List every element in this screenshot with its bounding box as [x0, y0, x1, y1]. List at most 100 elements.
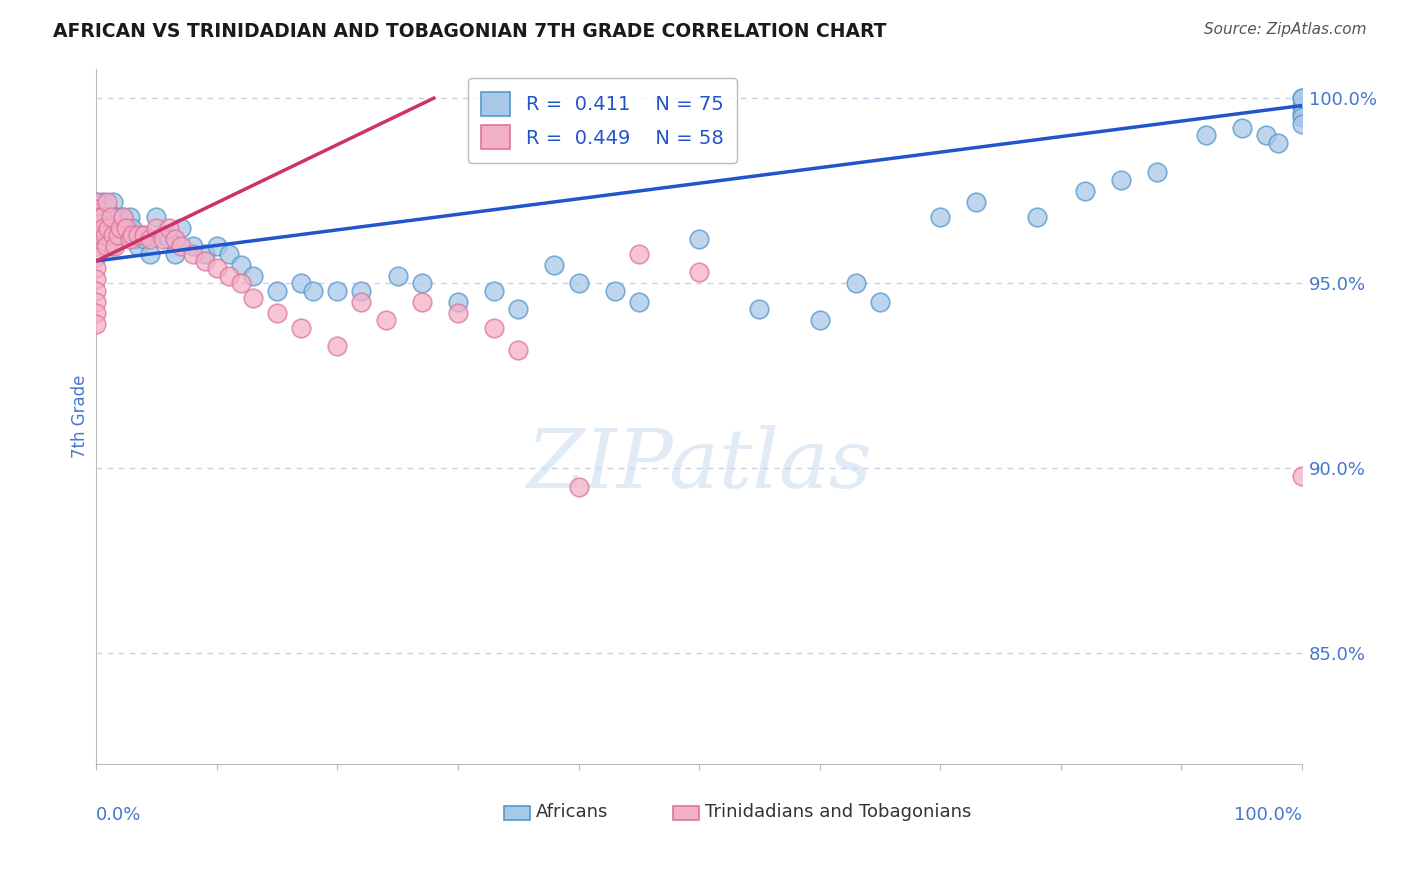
Point: [688, 265, 710, 279]
Point: [411, 294, 433, 309]
Point: [84, 206, 107, 220]
Point: [124, 232, 146, 246]
Point: [90, 210, 112, 224]
Point: [152, 232, 174, 246]
Point: [105, 210, 128, 224]
Point: [101, 228, 124, 243]
Point: [326, 339, 349, 353]
Point: [482, 284, 505, 298]
Point: [93, 228, 115, 243]
Point: [111, 210, 134, 224]
Point: [1267, 136, 1289, 150]
Point: [508, 301, 530, 316]
Point: [1291, 117, 1313, 131]
Point: [242, 291, 264, 305]
Point: [127, 228, 149, 243]
Text: 0.0%: 0.0%: [96, 806, 142, 824]
Point: [98, 217, 121, 231]
Point: [118, 232, 141, 246]
Point: [290, 276, 312, 290]
Point: [627, 246, 650, 260]
Point: [374, 313, 396, 327]
Point: [134, 228, 156, 243]
Point: [181, 239, 204, 253]
Point: [100, 210, 122, 224]
Point: [121, 228, 143, 243]
Point: [447, 306, 470, 320]
Point: [96, 194, 118, 209]
Point: [205, 239, 228, 253]
Point: [100, 228, 122, 243]
Point: [1109, 172, 1132, 186]
Point: [84, 250, 107, 264]
Text: Source: ZipAtlas.com: Source: ZipAtlas.com: [1204, 22, 1367, 37]
Point: [97, 210, 120, 224]
Point: [94, 239, 117, 253]
Point: [107, 228, 129, 243]
Point: [84, 284, 107, 298]
Point: [115, 220, 138, 235]
Point: [84, 239, 107, 253]
Point: [387, 268, 409, 283]
Point: [1074, 184, 1097, 198]
Point: [627, 294, 650, 309]
Point: [87, 202, 110, 216]
Point: [89, 217, 111, 231]
Point: [110, 220, 132, 235]
Text: Africans: Africans: [536, 803, 609, 821]
Point: [84, 210, 107, 224]
Point: [163, 246, 186, 260]
Point: [96, 202, 118, 216]
Point: [218, 268, 240, 283]
Point: [218, 246, 240, 260]
Point: [104, 220, 127, 235]
Point: [157, 220, 180, 235]
Point: [84, 217, 107, 231]
Point: [145, 220, 167, 235]
Point: [169, 220, 191, 235]
Point: [84, 228, 107, 243]
Point: [84, 194, 107, 209]
Y-axis label: 7th Grade: 7th Grade: [72, 375, 89, 458]
Point: [163, 232, 186, 246]
Point: [121, 220, 143, 235]
Point: [1194, 128, 1216, 142]
Point: [91, 210, 114, 224]
Point: [302, 284, 325, 298]
Point: [93, 220, 115, 235]
Point: [350, 284, 373, 298]
Point: [84, 272, 107, 286]
Point: [1025, 210, 1047, 224]
Point: [1291, 98, 1313, 112]
Point: [101, 239, 124, 253]
Point: [107, 228, 129, 243]
Point: [84, 306, 107, 320]
Point: [447, 294, 470, 309]
Point: [139, 232, 162, 246]
Text: 100.0%: 100.0%: [1234, 806, 1302, 824]
Point: [194, 246, 217, 260]
Point: [84, 194, 107, 209]
Point: [115, 220, 138, 235]
Point: [84, 294, 107, 309]
Point: [110, 220, 132, 235]
Point: [808, 313, 831, 327]
Point: [118, 210, 141, 224]
Point: [603, 284, 626, 298]
Point: [145, 210, 167, 224]
Point: [169, 239, 191, 253]
Point: [229, 258, 252, 272]
Point: [869, 294, 891, 309]
Point: [1291, 91, 1313, 105]
Point: [94, 228, 117, 243]
Point: [965, 194, 987, 209]
Point: [350, 294, 373, 309]
Point: [266, 306, 288, 320]
Point: [86, 202, 108, 216]
Point: [152, 228, 174, 243]
Point: [111, 210, 134, 224]
Point: [90, 228, 112, 243]
Point: [89, 220, 111, 235]
Point: [845, 276, 868, 290]
Point: [205, 261, 228, 276]
